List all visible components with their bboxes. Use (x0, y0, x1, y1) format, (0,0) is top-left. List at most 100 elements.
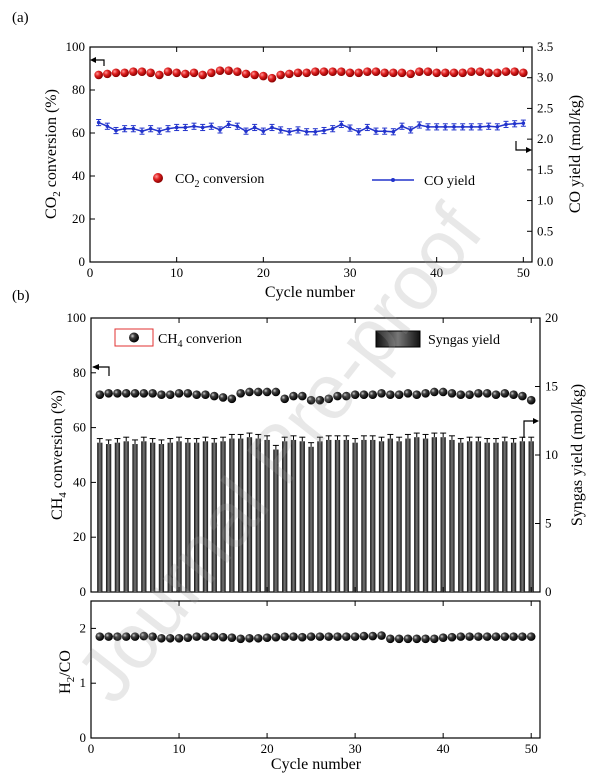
co2-conversion-point (415, 67, 424, 77)
syngas-yield-bar (105, 444, 112, 592)
co-yield-point (434, 125, 439, 129)
co-yield-point (252, 125, 257, 130)
co-yield-point (521, 121, 526, 125)
co-yield-point (105, 124, 110, 129)
co2-conversion-point (467, 67, 476, 77)
syngas-yield-bar (238, 438, 244, 592)
panel-h2co-y-tick-label: 1 (80, 675, 87, 690)
h2co-point (482, 632, 492, 641)
h2co-point (183, 633, 193, 643)
syngas-yield-bar (158, 444, 165, 592)
co-yield-point (426, 125, 430, 129)
h2co-series (95, 631, 536, 644)
h2co-point (121, 632, 131, 641)
ch4-conversion-point (253, 387, 263, 397)
ch4-conversion-point (526, 395, 536, 405)
legend-co2-marker (153, 173, 163, 183)
syngas-yield-bar (458, 442, 464, 592)
co2-conversion-point (397, 68, 407, 78)
panel-b: (b) 0 20 40 60 80 100 0 5 10 15 20 CH4 conversion… (12, 288, 586, 599)
co-yield-point (278, 128, 283, 132)
panel-b-right-y-ticks: 0 5 10 15 20 (535, 310, 558, 599)
panel-b-right-y-tick-label: 0 (545, 584, 552, 599)
legend-co2-label: CO2 conversion (175, 172, 264, 190)
panel-a-right-y-tick-label: 2.5 (537, 100, 553, 115)
syngas-yield-bar (414, 437, 420, 592)
h2co-point (201, 632, 210, 641)
co-yield-point (209, 124, 214, 129)
syngas-yield-bar (185, 442, 191, 592)
h2co-point (130, 632, 140, 641)
h2co-point (518, 632, 527, 641)
syngas-yield-bar (361, 439, 367, 592)
co-yield-point (114, 128, 118, 133)
co-yield-point (348, 126, 352, 130)
ch4-conversion-point (359, 390, 369, 400)
ch4-conversion-point (306, 395, 316, 405)
h2co-point (306, 632, 316, 641)
syngas-yield-bar (229, 438, 235, 592)
panel-h2co-frame (90, 600, 541, 739)
syngas-yield-bar (326, 439, 332, 592)
ch4-conversion-point (201, 390, 210, 400)
panel-b-left-y-tick-label: 60 (73, 420, 86, 435)
co-yield-point (287, 129, 292, 134)
h2co-point (509, 632, 518, 641)
co-yield-line (98, 121, 524, 133)
syngas-yield-bar (282, 441, 288, 592)
co2-conversion-point (423, 67, 433, 77)
h2co-point (394, 634, 404, 644)
h2co-point (104, 632, 113, 641)
co-yield-point (313, 129, 318, 134)
co2-conversion-point (94, 70, 103, 80)
syngas-yield-bar (299, 441, 305, 592)
panel-h2co-y-ticks: 0 1 2 (80, 620, 96, 745)
panel-a-x-label: Cycle number (265, 284, 356, 301)
panel-b-left-y-ticks: 0 20 40 60 80 100 (67, 310, 96, 599)
co2-conversion-point (172, 68, 181, 78)
panel-a-x-tick-label: 40 (430, 265, 443, 280)
co-yield-point (322, 128, 326, 133)
co-yield-point (244, 129, 248, 133)
syngas-yield-bar (343, 439, 349, 592)
panel-h2co-x-tick-label: 20 (261, 741, 274, 756)
h2co-point (139, 631, 149, 641)
co2-conversion-point (328, 67, 337, 77)
h2co-point (280, 632, 289, 641)
co2-conversion-point (146, 68, 155, 78)
ch4-conversion-point (139, 389, 149, 398)
panel-a-left-y-tick-label: 40 (72, 168, 85, 183)
panel-b-x-ticks (90, 318, 532, 592)
panel-b-left-y-tick-label: 0 (80, 584, 87, 599)
h2co-point (438, 633, 448, 643)
co2-conversion-point (311, 67, 320, 77)
ch4-conversion-point (465, 390, 474, 400)
panel-b-label: (b) (12, 288, 30, 304)
h2co-point (350, 632, 360, 641)
co-yield-point (140, 129, 144, 133)
co2-conversion-point (389, 68, 398, 78)
co2-conversion-point (475, 67, 485, 77)
co2-conversion-point (380, 68, 389, 78)
panel-a-right-y-tick-label: 3.0 (537, 70, 553, 85)
co2-conversion-point (111, 68, 121, 78)
co2-conversion-point (371, 67, 381, 77)
co2-conversion-point (501, 67, 511, 77)
ch4-conversion-point (271, 387, 281, 397)
co-yield-point (270, 125, 274, 130)
syngas-yield-bar (308, 446, 314, 592)
panel-a-right-y-ticks: 0.0 0.5 1.0 1.5 2.0 2.5 3.0 3.5 (527, 39, 553, 269)
panel-h2co-y-tick-label: 0 (80, 730, 87, 745)
co-yield-point (235, 124, 240, 129)
h2co-point (368, 631, 378, 641)
co2-conversion-point (224, 66, 233, 75)
co-yield-point (512, 121, 517, 126)
legend-syngas-box (375, 330, 421, 348)
co2-conversion-point (137, 67, 147, 77)
ch4-conversion-point (148, 389, 157, 398)
syngas-yield-bar (176, 441, 182, 592)
co2-conversion-point (181, 69, 190, 79)
syngas-yield-bar (431, 437, 437, 592)
co-yield-point (131, 126, 136, 131)
co-yield-point (486, 124, 491, 129)
